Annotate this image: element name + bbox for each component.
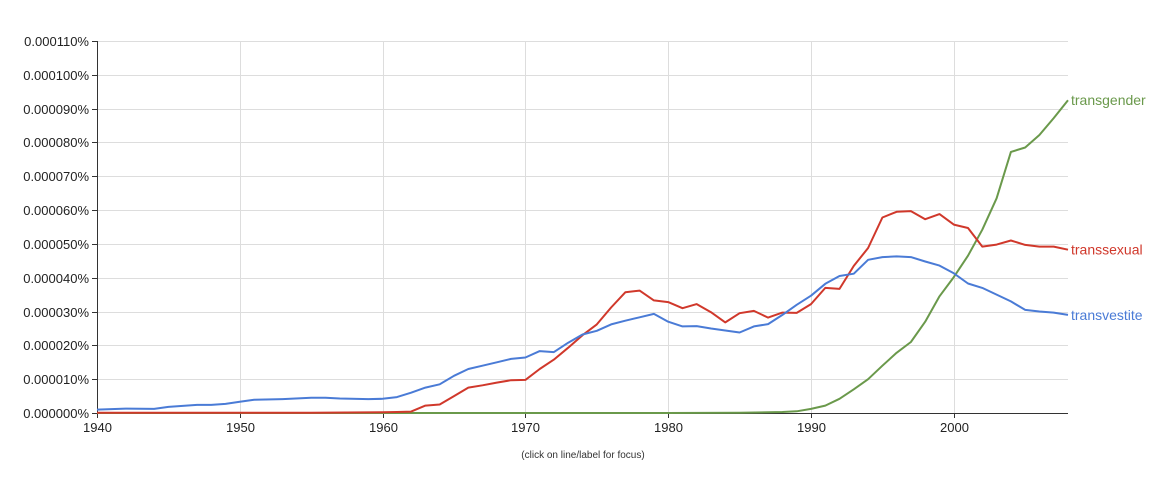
x-tick-label: 1970 (511, 420, 540, 435)
y-tick-label: 0.000080% (23, 135, 89, 150)
series-line-transvestite[interactable] (96, 255, 1069, 411)
series-label-transsexual[interactable]: transsexual (1071, 242, 1143, 258)
x-tick-label: 1960 (369, 420, 398, 435)
series-line-transgender[interactable] (97, 99, 1069, 414)
series-lines (96, 99, 1069, 414)
y-tick-label: 0.000040% (23, 271, 89, 286)
series-label-transgender[interactable]: transgender (1071, 92, 1146, 108)
y-tick-label: 0.000060% (23, 203, 89, 218)
y-tick-label: 0.000110% (24, 34, 89, 49)
axes: 0.000000% 0.000010% 0.000020% 0.000030% 0.00… (23, 34, 1068, 435)
y-tick-label: 0.000000% (23, 406, 89, 421)
x-tick-label: 1940 (83, 420, 112, 435)
y-tick-label: 0.000020% (23, 338, 89, 353)
x-tick-label: 1990 (797, 420, 826, 435)
y-tick-label: 0.000090% (23, 102, 89, 117)
y-tick-label: 0.000100% (23, 68, 89, 83)
y-tick-label: 0.000030% (23, 305, 89, 320)
x-tick-label: 2000 (940, 420, 969, 435)
focus-hint: (click on line/label for focus) (521, 450, 645, 461)
grid-lines (97, 41, 1068, 413)
y-tick-label: 0.000050% (23, 237, 89, 252)
series-line-transsexual[interactable] (97, 210, 1069, 414)
y-tick-label: 0.000070% (23, 169, 89, 184)
series-label-transvestite[interactable]: transvestite (1071, 307, 1143, 323)
x-tick-label: 1980 (654, 420, 683, 435)
series-labels: transgender transsexual transvestite (1071, 92, 1146, 323)
y-tick-label: 0.000010% (23, 372, 89, 387)
x-tick-label: 1950 (226, 420, 255, 435)
